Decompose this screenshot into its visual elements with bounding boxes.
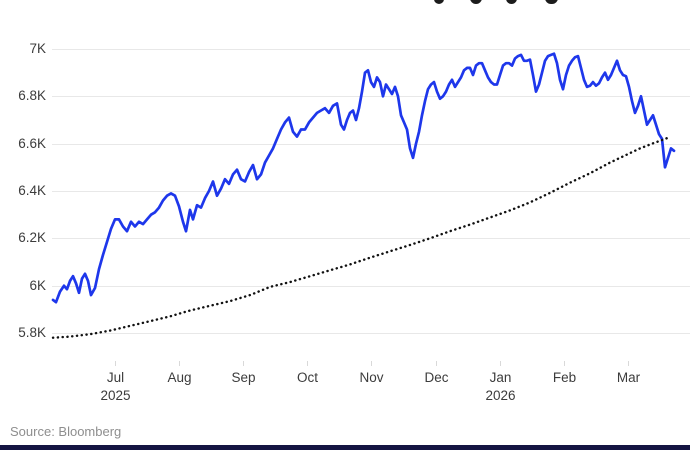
series-index-level-solid-blue	[51, 52, 676, 304]
cropped-title-descender-icon	[434, 0, 444, 4]
x-axis-month-label: Oct	[296, 370, 319, 385]
bottom-accent-bar	[0, 445, 690, 450]
x-axis-month-label: Jul	[106, 370, 125, 385]
x-axis-month-label: Feb	[552, 370, 577, 385]
y-axis-tick-label: 6.6K	[18, 136, 46, 151]
y-axis-tick-label: 7K	[29, 41, 46, 56]
x-axis-year-label: 2026	[485, 388, 516, 403]
y-axis-tick-label: 6.4K	[18, 183, 46, 198]
cropped-title-descender-icon	[545, 0, 558, 4]
series-trend-dotted-black	[51, 135, 672, 339]
x-axis-month-label: Jan	[489, 370, 512, 385]
source-attribution: Source: Bloomberg	[10, 424, 122, 439]
y-axis-tick-label: 6.2K	[18, 230, 46, 245]
y-axis-tick-label: 6.8K	[18, 88, 46, 103]
x-axis-month-label: Dec	[424, 370, 449, 385]
x-axis-month-label: Nov	[359, 370, 384, 385]
cropped-title-descender-icon	[506, 0, 517, 4]
x-axis-month-label: Aug	[167, 370, 192, 385]
y-axis-tick-label: 6K	[29, 278, 46, 293]
x-axis-month-label: Mar	[616, 370, 641, 385]
x-axis-year-label: 2025	[100, 388, 131, 403]
cropped-title-descender-icon	[470, 0, 482, 4]
x-axis-month-label: Sep	[231, 370, 256, 385]
y-axis-tick-label: 5.8K	[18, 325, 46, 340]
